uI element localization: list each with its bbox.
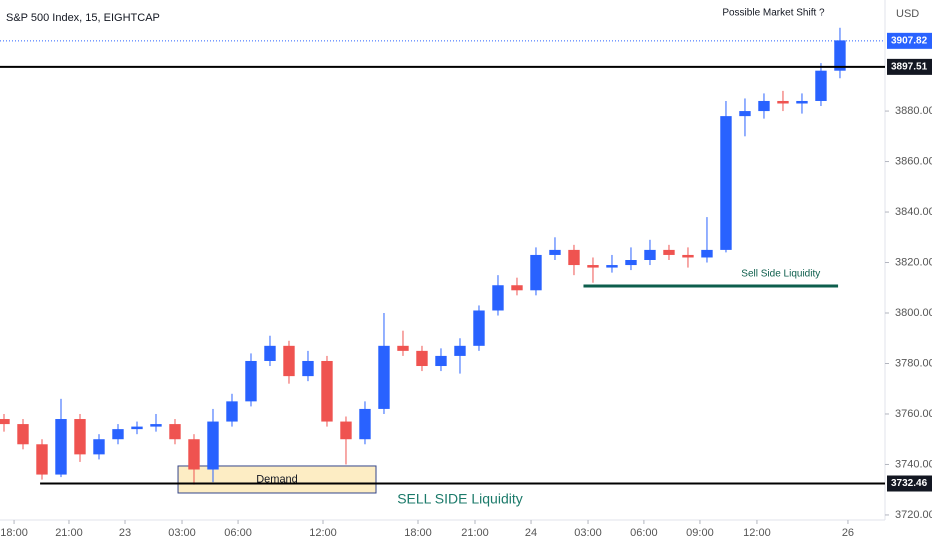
candle-body [226,401,238,422]
candle-body [682,254,694,258]
demand-zone [177,465,377,494]
x-tick-label: 09:00 [686,527,714,539]
candle-body [663,249,675,255]
candle-body [435,355,447,367]
y-tick-label: 3800.00 [895,307,932,319]
candle-body [625,260,637,266]
candle-body [815,70,827,101]
candle-body [397,345,409,351]
candle-body [74,419,86,455]
y-tick-label: 3720.00 [895,509,932,521]
candle-body [530,254,542,291]
candle-body [36,444,48,475]
candle-body [720,116,732,250]
candle-body [55,419,67,475]
candle-body [207,421,219,470]
y-tick-label: 3840.00 [895,206,932,218]
candle-body [93,439,105,455]
x-tick-label: 21:00 [461,527,489,539]
candle-body [283,345,295,377]
annotation: Possible Market Shift ? [722,7,825,18]
currency: USD [896,8,919,20]
candle-body [454,345,466,356]
x-tick-label: 18:00 [0,527,28,539]
candle-body [739,111,751,117]
candle-body [359,408,371,440]
y-tick-label: 3760.00 [895,408,932,420]
last-price-box [887,32,932,49]
candle-body [416,350,428,367]
x-tick-label: 06:00 [224,527,252,539]
x-tick-label: 03:00 [574,527,602,539]
candle-body [549,249,561,255]
x-tick-label: 26 [842,527,854,539]
candle-body [340,421,352,440]
candle-body [606,265,618,268]
sell-side-label: Sell Side Liquidity [741,269,820,280]
candle-body [777,100,789,104]
candle-body [302,360,314,377]
candle-body [492,285,504,311]
candle-body [834,40,846,71]
candle-body [378,345,390,409]
candle-body [473,310,485,346]
candle-body [150,424,162,427]
candle-body [131,426,143,430]
candle-body [587,265,599,268]
x-tick-label: 12:00 [743,527,771,539]
candle-body [568,249,580,266]
x-tick-label: 12:00 [309,527,337,539]
x-tick-label: 24 [525,527,537,539]
candle-body [796,100,808,104]
x-tick-label: 18:00 [404,527,432,539]
candle-body [112,429,124,440]
candle-body [169,424,181,440]
y-tick-label: 3860.00 [895,155,932,167]
price-label-box [887,475,932,492]
annotation: SELL SIDE Liquidity [397,491,523,507]
y-tick-label: 3820.00 [895,256,932,268]
chart-title: S&P 500 Index, 15, EIGHTCAP [6,12,160,24]
candle-body [264,345,276,361]
candle-body [245,360,257,402]
y-tick-label: 3880.00 [895,105,932,117]
candle-body [17,424,29,445]
zone-label: Demand [256,473,298,485]
candle-body [701,249,713,258]
x-tick-label: 21:00 [55,527,83,539]
price-label-box [887,58,932,75]
candle-body [511,285,523,291]
candle-body [758,100,770,112]
price-label: 3732.46 [891,478,928,489]
x-tick-label: 06:00 [630,527,658,539]
y-tick-label: 3740.00 [895,458,932,470]
x-tick-label: 03:00 [168,527,196,539]
x-tick-label: 23 [119,527,131,539]
y-tick-label: 3780.00 [895,357,932,369]
candle-body [0,419,10,425]
last-price-label: 3907.82 [891,35,928,46]
price-label: 3897.51 [891,62,928,73]
candle-body [188,439,200,470]
candle-body [321,360,333,422]
candle-body [644,249,656,260]
